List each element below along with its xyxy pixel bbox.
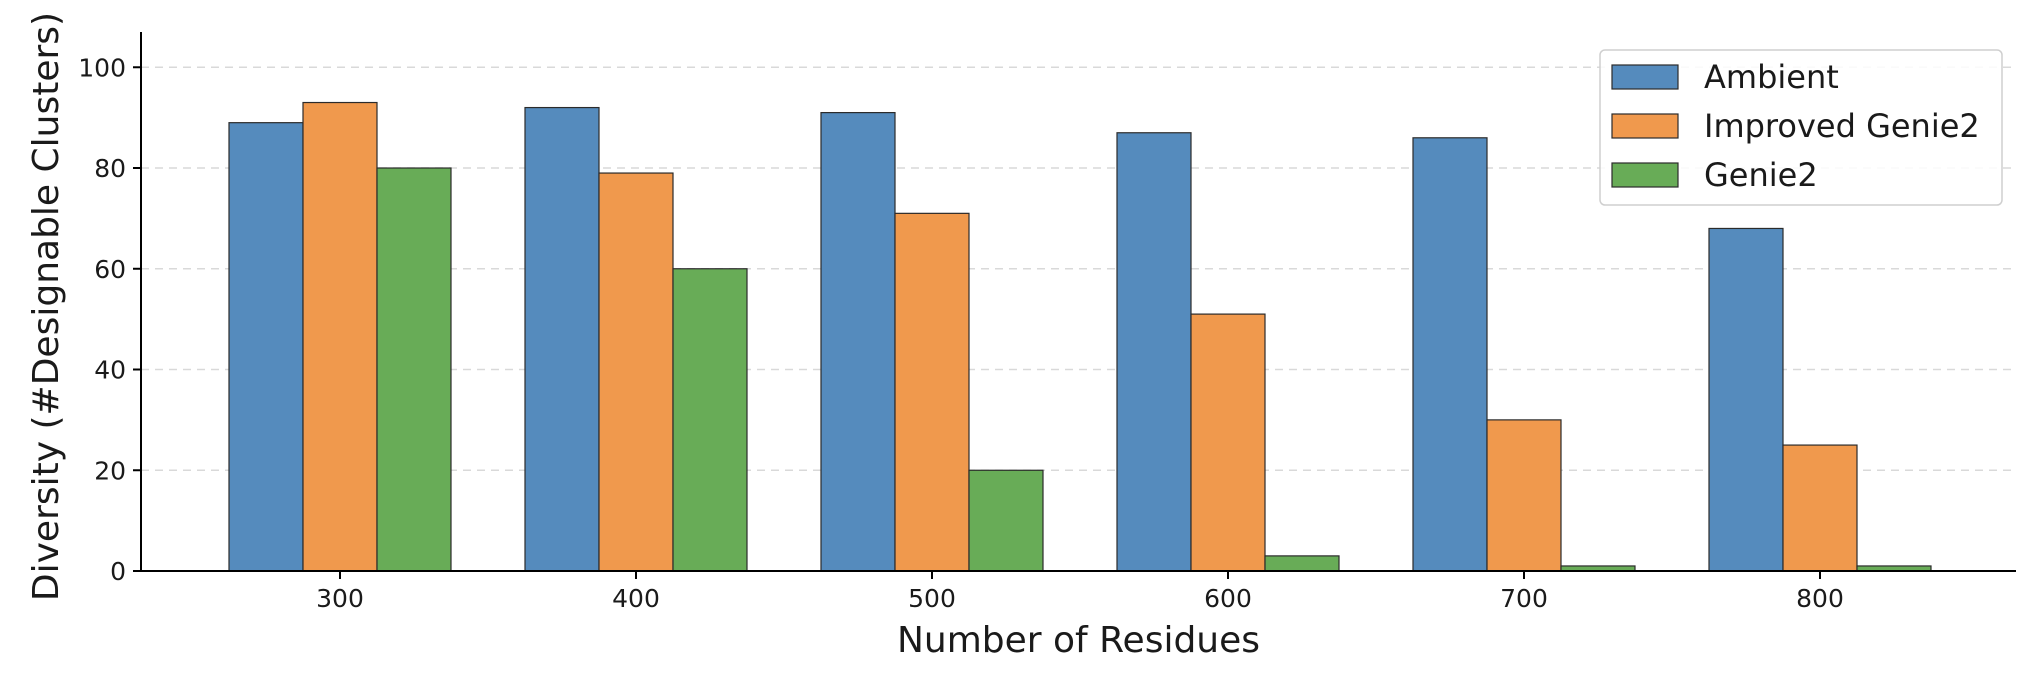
x-axis-title: Number of Residues — [897, 620, 1260, 661]
bar-ambient-600 — [1116, 132, 1192, 572]
legend-swatch — [1611, 162, 1679, 188]
bar-improved-genie2-800 — [1782, 444, 1858, 572]
legend-label: Improved Genie2 — [1704, 107, 1980, 145]
y-tick-label: 0 — [110, 557, 126, 586]
legend-swatch — [1611, 64, 1679, 90]
y-axis-title: Diversity (#Designable Clusters) — [26, 12, 67, 601]
bar-ambient-800 — [1708, 227, 1784, 572]
axes — [140, 32, 2016, 572]
y-tick-label: 40 — [94, 356, 126, 385]
bar-genie2-600 — [1264, 555, 1340, 572]
x-tick-label: 400 — [612, 584, 660, 613]
bar-improved-genie2-700 — [1486, 419, 1562, 572]
y-tick-label: 100 — [78, 53, 126, 82]
x-tick-label: 300 — [316, 584, 364, 613]
bar-genie2-400 — [672, 268, 748, 572]
bar-improved-genie2-300 — [302, 101, 378, 572]
y-tick-label: 60 — [94, 255, 126, 284]
bar-genie2-300 — [376, 167, 452, 572]
bar-ambient-700 — [1412, 137, 1488, 572]
legend-swatch — [1611, 113, 1679, 139]
bar-improved-genie2-400 — [598, 172, 674, 572]
x-tick-label: 600 — [1204, 584, 1252, 613]
x-tick-label: 500 — [908, 584, 956, 613]
bars — [228, 101, 1932, 572]
y-tick-label: 80 — [94, 154, 126, 183]
x-tick-label: 700 — [1500, 584, 1548, 613]
legend-label: Genie2 — [1704, 156, 1818, 194]
bar-ambient-400 — [524, 106, 600, 572]
gridlines — [141, 66, 2016, 471]
bar-ambient-500 — [820, 111, 896, 572]
y-ticks: 0 20 40 60 80 100 — [78, 53, 141, 586]
legend-label: Ambient — [1704, 58, 1839, 96]
legend-box — [1599, 49, 2003, 206]
y-tick-label: 20 — [94, 456, 126, 485]
bar-improved-genie2-600 — [1190, 313, 1266, 572]
x-ticks: 300 400 500 600 700 800 — [316, 571, 1844, 613]
bar-improved-genie2-500 — [894, 212, 970, 572]
x-tick-label: 800 — [1796, 584, 1844, 613]
legend: Ambient Improved Genie2 Genie2 — [1599, 49, 2003, 206]
bar-ambient-300 — [228, 122, 304, 572]
bar-genie2-500 — [968, 469, 1044, 572]
